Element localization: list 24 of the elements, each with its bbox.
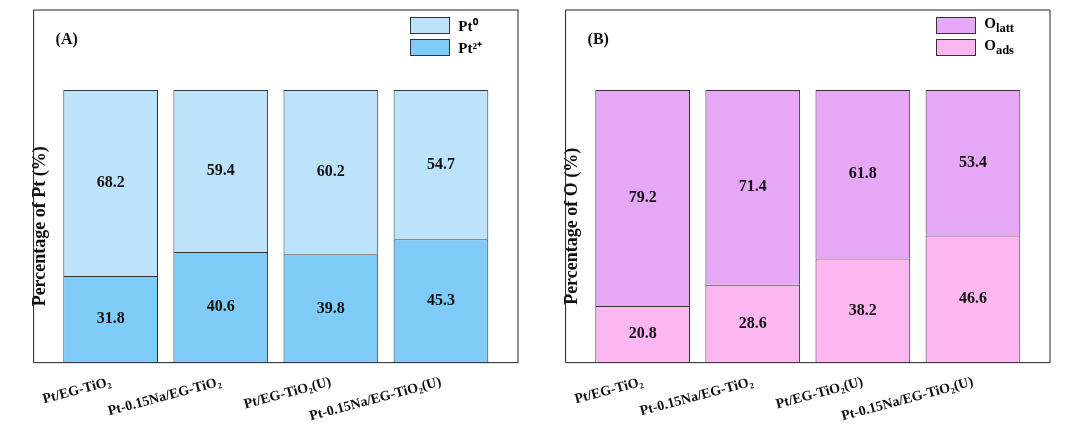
data-label: 31.8	[96, 309, 125, 327]
text: O$_{latt}$	[984, 14, 1014, 36]
data-label: 53.4	[958, 152, 987, 170]
legend-label: Pt²⁺	[458, 39, 482, 57]
data-label: 68.2	[96, 173, 125, 191]
data-label: 46.6	[958, 289, 987, 307]
data-label: 61.8	[848, 164, 877, 182]
text: (A)	[55, 30, 78, 49]
data-label: 38.2	[848, 300, 877, 318]
y-axis-title: Percentage of O (%)	[561, 147, 583, 305]
data-label: 20.8	[628, 324, 657, 342]
data-label: 45.3	[426, 291, 455, 309]
data-label: 40.6	[206, 297, 235, 315]
data-label: 79.2	[628, 188, 657, 206]
data-label: 54.7	[426, 154, 455, 172]
text: (B)	[587, 30, 609, 49]
legend-label: O$_{ads}$	[984, 36, 1014, 58]
data-label: 39.8	[316, 298, 345, 316]
text: Pt⁰	[458, 17, 478, 35]
data-label: 71.4	[738, 177, 767, 195]
data-label: 28.6	[738, 313, 767, 331]
y-axis-title: Percentage of Pt (%)	[29, 146, 51, 307]
data-label: 60.2	[316, 162, 345, 180]
data-label: 59.4	[206, 161, 235, 179]
